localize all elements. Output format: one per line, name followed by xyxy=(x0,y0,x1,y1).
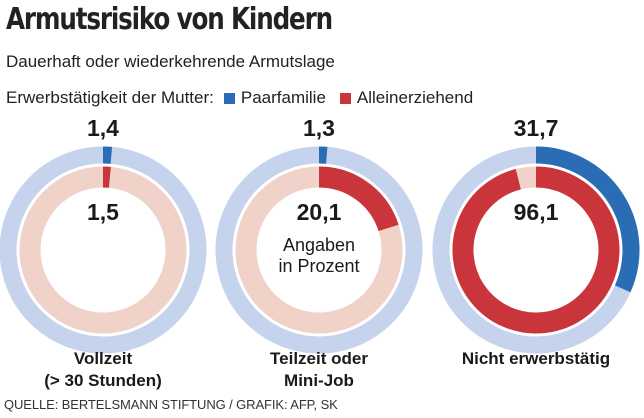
category-label-nicht-erwerbstaetig: Nicht erwerbstätig xyxy=(461,349,611,368)
inner-value-label-teilzeit: 20,1 xyxy=(297,199,342,225)
legend-item-alleinerziehend: Alleinerziehend xyxy=(326,88,473,108)
chart-title: Armutsrisiko von Kindern xyxy=(6,2,333,37)
category-label-vollzeit: Vollzeit (> 30 Stunden) xyxy=(44,349,162,390)
outer-value-label-nicht-erwerbstaetig: 31,7 xyxy=(514,115,559,141)
donut-vollzeit: 1,4 1,5 xyxy=(0,115,207,354)
inner-arc-nicht-erwerbstaetig xyxy=(452,166,620,334)
outer-arc-nicht-erwerbstaetig xyxy=(535,146,640,293)
donut-nicht-erwerbstaetig: 31,7 96,1 xyxy=(432,115,640,354)
inner-value-label-vollzeit: 1,5 xyxy=(87,199,119,225)
legend-text-paarfamilie: Paarfamilie xyxy=(240,88,326,107)
note-label-line2: in Prozent xyxy=(278,256,359,276)
legend-swatch-paarfamilie xyxy=(223,92,235,104)
inner-value-label-nicht-erwerbstaetig: 96,1 xyxy=(514,199,559,225)
legend-item-paarfamilie: Paarfamilie xyxy=(214,88,326,108)
outer-value-label-vollzeit: 1,4 xyxy=(87,115,119,141)
category-label-teilzeit: Teilzeit oder Mini-Job xyxy=(270,349,368,390)
outer-value-label-teilzeit: 1,3 xyxy=(303,115,335,141)
legend: Erwerbstätigkeit der Mutter: Paarfamilie… xyxy=(6,88,473,108)
inner-arc-teilzeit xyxy=(318,166,399,232)
source-credit: QUELLE: BERTELSMANN STIFTUNG / GRAFIK: A… xyxy=(4,397,338,412)
legend-text-alleinerziehend: Alleinerziehend xyxy=(356,88,474,107)
legend-swatch-alleinerziehend xyxy=(339,92,351,104)
legend-label: Erwerbstätigkeit der Mutter: xyxy=(6,88,214,107)
donut-teilzeit: 1,3 20,1 Angaben in Prozent xyxy=(215,115,423,354)
note-label-line1: Angaben xyxy=(283,235,355,255)
chart-subtitle: Dauerhaft oder wiederkehrende Armutslage xyxy=(6,52,335,71)
